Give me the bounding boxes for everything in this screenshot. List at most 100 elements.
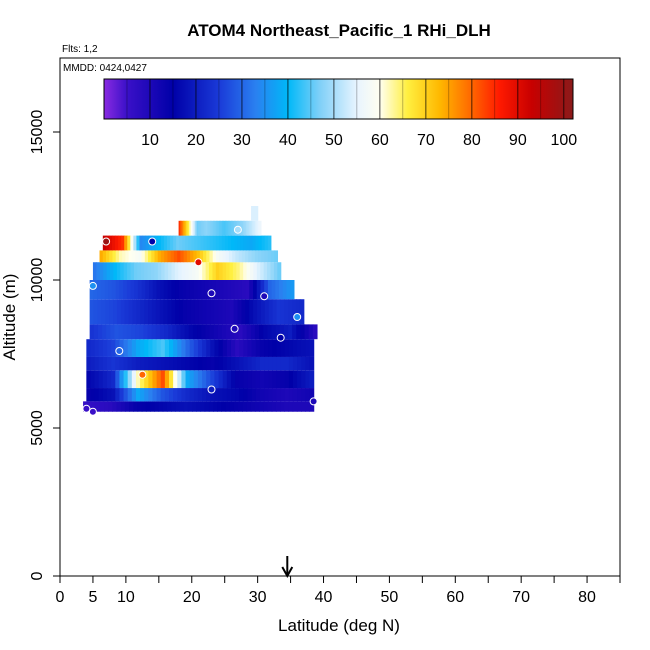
heatmap-cell [107, 339, 112, 357]
heatmap-cell [292, 339, 298, 357]
heatmap-cell [215, 250, 220, 263]
heatmap-cell [204, 220, 207, 236]
heatmap-cell [213, 324, 219, 340]
heatmap-cell [267, 401, 273, 412]
heatmap-cell [272, 339, 278, 357]
heatmap-cell [175, 299, 180, 325]
heatmap-cell [130, 235, 134, 251]
heatmap-cell [259, 324, 264, 340]
heatmap-cell [232, 250, 236, 263]
heatmap-cell [135, 370, 141, 389]
data-point [115, 347, 124, 355]
heatmap-cell [156, 339, 162, 357]
heatmap-cell [104, 280, 109, 300]
heatmap-cell [195, 262, 200, 280]
heatmap-cell [167, 250, 172, 263]
heatmap-cell [288, 370, 294, 389]
heatmap-cell [256, 220, 259, 236]
heatmap-cell [292, 370, 298, 389]
heatmap-cell [243, 262, 248, 280]
circle-markers [82, 225, 318, 416]
heatmap-cell [171, 280, 176, 300]
heatmap-cell [179, 235, 183, 251]
x-tick-label: 5 [88, 589, 97, 606]
heatmap-cell [160, 280, 165, 300]
heatmap-cell [296, 401, 302, 412]
heatmap-cell [97, 280, 102, 300]
x-tick-label: 20 [183, 589, 201, 606]
heatmap-cell [206, 370, 211, 389]
heatmap-cell [203, 235, 208, 251]
heatmap-cell [108, 280, 113, 300]
heatmap-cell [144, 370, 149, 389]
heatmap-cell [137, 401, 143, 412]
heatmap-cell [104, 401, 109, 412]
heatmap-cell [225, 220, 228, 236]
heatmap-cell [145, 280, 150, 300]
heatmap-cell [226, 356, 232, 371]
heatmap-cell [181, 370, 187, 389]
heatmap-cell [254, 401, 260, 412]
heatmap-cell [173, 370, 178, 389]
heatmap-cell [123, 370, 129, 389]
heatmap-cell [177, 250, 181, 263]
heatmap-cell [241, 280, 247, 300]
heatmap-cell [305, 388, 311, 402]
heatmap-cell [111, 235, 116, 251]
heatmap-cell [116, 401, 122, 412]
heatmap-cell [264, 235, 269, 251]
heatmap-cell [123, 388, 129, 402]
heatmap-cell [159, 299, 165, 325]
heatmap-cell [288, 356, 294, 371]
y-tick-label: 15000 [29, 110, 46, 155]
heatmap-cell [99, 250, 104, 263]
heatmap-cell [102, 370, 108, 389]
heatmap-cell [90, 339, 96, 357]
heatmap-cell [214, 299, 219, 325]
heatmap-cell [225, 299, 231, 325]
heatmap-cell [121, 235, 125, 251]
heatmap-cell [136, 299, 141, 325]
heatmap-cell [272, 370, 278, 389]
heatmap-cell [246, 235, 251, 251]
heatmap-cell [279, 280, 284, 300]
heatmap-cell [201, 280, 206, 300]
heatmap-cell [186, 220, 189, 236]
heatmap-cell [267, 280, 273, 300]
heatmap-cell [202, 388, 207, 402]
heatmap-cell [219, 280, 224, 300]
heatmap-cell [94, 339, 100, 357]
heatmap-cell [243, 235, 247, 251]
heatmap-cell [259, 370, 265, 389]
heatmap-cell [169, 339, 174, 357]
heatmap-cell [183, 250, 188, 263]
heatmap-cell [193, 356, 199, 371]
heatmap-cell [135, 356, 141, 371]
heatmap-layers [83, 206, 318, 412]
data-point [276, 333, 285, 342]
colorbar-tick-label: 80 [463, 132, 481, 149]
heatmap-cell [258, 235, 263, 251]
heatmap-cell [140, 388, 145, 402]
heatmap-cell [95, 401, 101, 412]
heatmap-cell [184, 324, 190, 340]
heatmap-cell [210, 388, 216, 402]
heatmap-cell [261, 235, 266, 251]
heatmap-cell [194, 235, 199, 251]
heatmap-cell [193, 250, 198, 263]
heatmap-cell [125, 250, 130, 263]
heatmap-cell [253, 220, 256, 236]
heatmap-cell [273, 262, 278, 280]
heatmap-cell [152, 356, 158, 371]
heatmap-cell [260, 299, 266, 325]
heatmap-cell [191, 262, 196, 280]
heatmap-cell [142, 235, 147, 251]
heatmap-cell [132, 299, 137, 325]
heatmap-cell [157, 250, 162, 263]
heatmap-cell [115, 280, 120, 300]
heatmap-cell [93, 324, 99, 340]
x-tick-label: 30 [249, 589, 267, 606]
heatmap-cell [130, 262, 135, 280]
heatmap-cell [188, 262, 193, 280]
colorbar-tick-label: 20 [187, 132, 205, 149]
